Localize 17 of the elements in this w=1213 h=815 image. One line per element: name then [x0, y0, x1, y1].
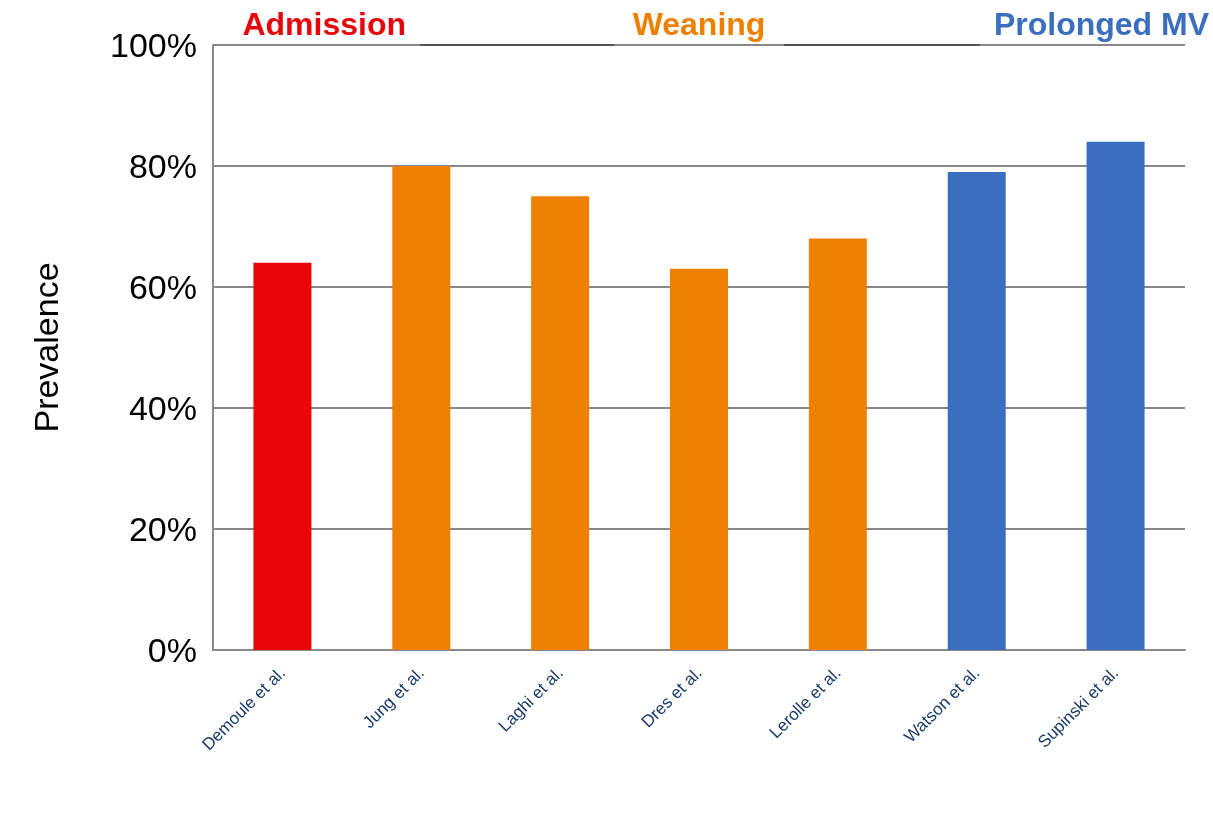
y-tick-label: 100%: [110, 26, 197, 64]
bar: [531, 196, 590, 650]
bar: [1086, 141, 1145, 650]
bar: [670, 268, 728, 650]
text: Weaning: [632, 6, 766, 42]
text: Admission: [242, 6, 407, 42]
text: Prolonged MV: [993, 6, 1210, 42]
y-tick-label: 40%: [128, 389, 197, 427]
bar: [253, 262, 312, 650]
y-tick-label: 80%: [128, 147, 197, 185]
bar: [947, 172, 1006, 650]
y-tick-label: 0%: [147, 631, 197, 669]
bar: [392, 166, 451, 650]
bar: [808, 238, 867, 650]
y-tick-label: 60%: [128, 268, 197, 306]
y-tick-label: 20%: [128, 510, 197, 548]
y-axis-title: Prevalence: [27, 262, 65, 433]
